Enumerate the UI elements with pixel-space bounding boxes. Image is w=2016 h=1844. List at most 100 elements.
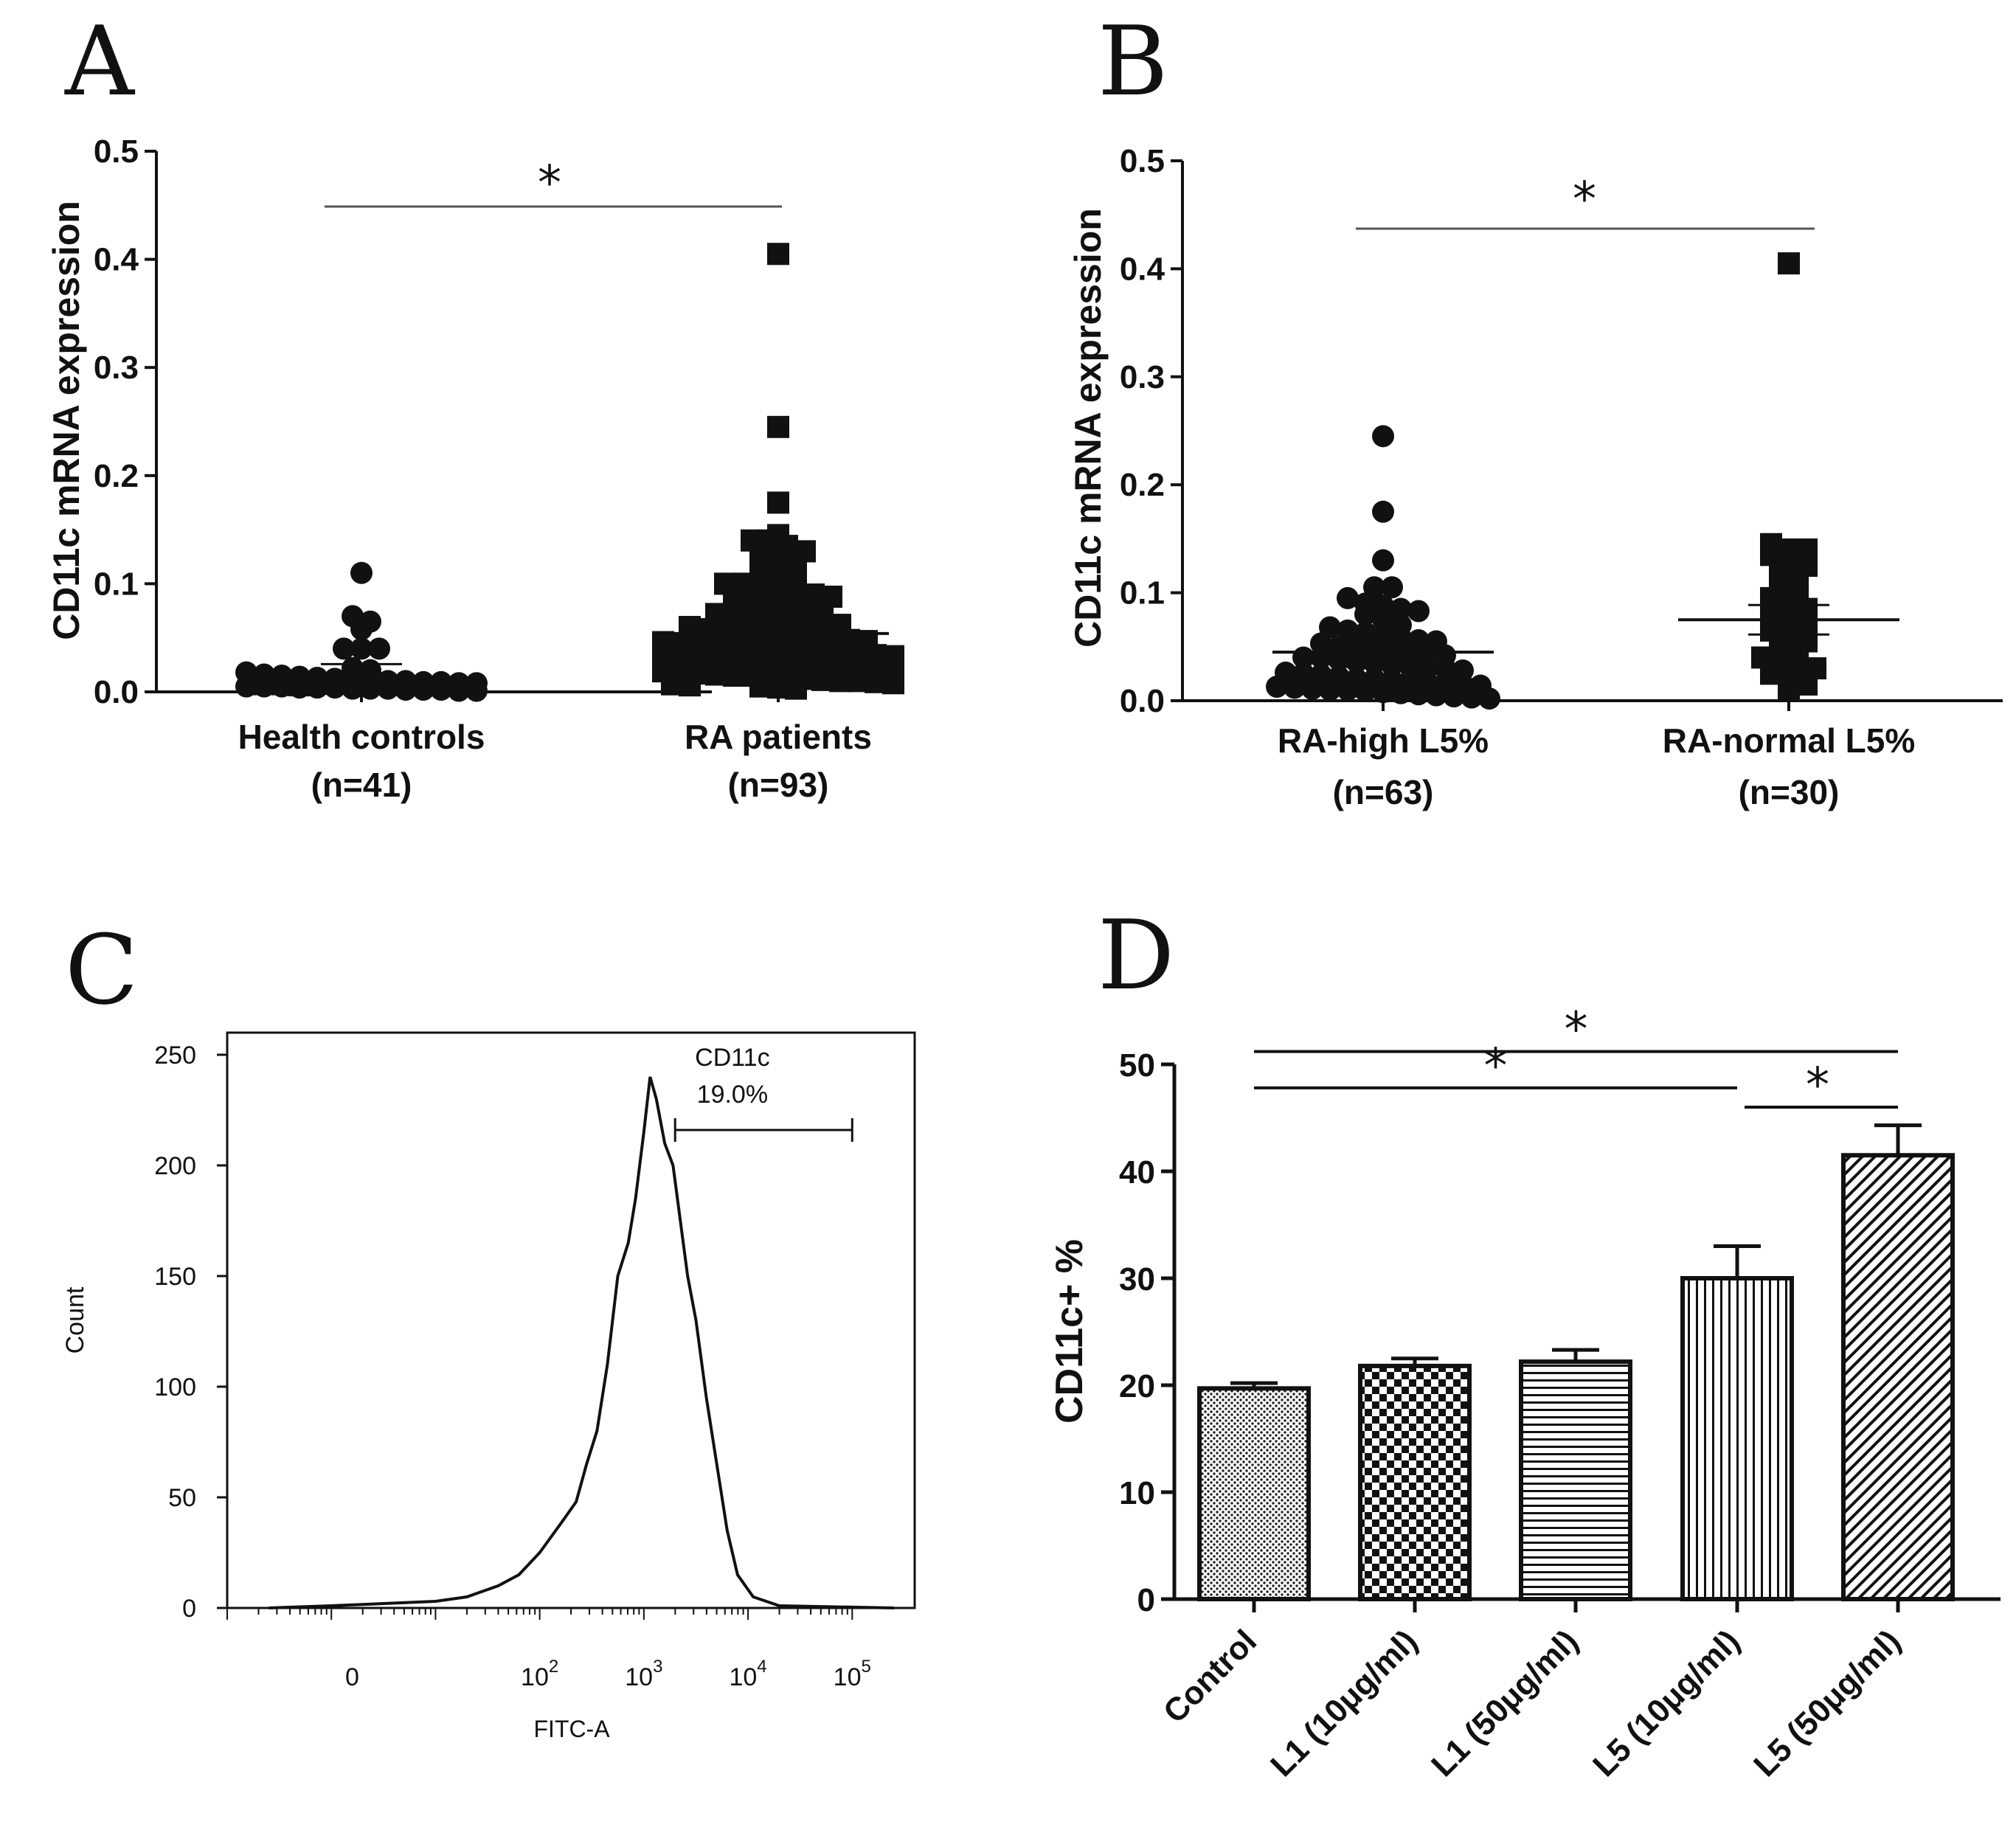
data-point [395,679,417,701]
data-point [1372,500,1394,523]
data-point [253,675,275,698]
data-point [1372,609,1394,631]
y-tick-label: 0 [182,1595,196,1623]
data-point [350,637,373,660]
data-point [1354,603,1376,625]
data-point [1363,576,1385,599]
data-point [1354,679,1376,702]
x-tick-base: 0 [345,1663,359,1691]
data-point [1337,679,1359,701]
category-label: Control [1157,1623,1264,1730]
data-point [271,675,293,698]
data-point [350,617,373,640]
plot-frame [226,1031,916,1609]
bar [1197,1386,1311,1601]
category-n: (n=93) [728,766,829,804]
data-point [767,243,789,266]
y-tick-label: 0.2 [94,458,139,494]
panel-b: B 0.0 0.1 0.2 0.3 0.4 0.5 CD11c mRNA expression… [1067,5,2003,811]
y-tick-label: 0 [1137,1582,1155,1618]
data-point [1328,648,1350,671]
data-point [448,679,470,702]
y-tick-label: 0.3 [1120,359,1165,395]
data-point [1461,686,1483,709]
category-label: RA-high L5% [1278,721,1489,760]
significance-star: * [1484,1039,1508,1094]
data-point [465,679,488,702]
data-point [235,675,257,698]
data-point [1372,425,1394,448]
data-point [412,679,434,701]
y-tick-label: 50 [168,1484,196,1512]
data-point [350,561,373,584]
data-point [1407,600,1430,623]
y-tick-label: 0.1 [1120,575,1165,611]
y-tick-label: 200 [154,1152,196,1180]
y-tick-label: 0.2 [1120,467,1165,503]
significance-star: * [538,156,561,211]
x-tick-label: 105 [834,1657,871,1691]
y-tick-label: 0.0 [1120,683,1165,719]
x-tick-base: 10 [729,1663,757,1691]
category-label: RA-normal L5% [1663,721,1915,760]
data-point [1266,675,1288,698]
x-tick-base: 10 [625,1663,653,1691]
category-label: L1 (50μg/ml) [1424,1623,1585,1784]
data-point [1434,657,1456,680]
data-point [430,679,452,701]
y-axis-label: CD11c+ % [1048,1239,1091,1424]
data-point [1319,679,1341,701]
x-tick-label: 104 [729,1657,766,1691]
data-point [1301,677,1323,700]
category-n: (n=30) [1739,773,1840,811]
gate-label: CD11c [695,1044,769,1072]
data-point [679,674,701,697]
data-point [368,637,390,660]
data-point [1319,616,1341,639]
data-point [288,676,311,699]
y-tick-label: 0.0 [94,674,139,710]
x-tick-exp: 2 [549,1657,558,1677]
significance-star: * [1806,1058,1829,1113]
category-label: L1 (10μg/ml) [1264,1623,1424,1784]
data-point [1425,684,1447,707]
data-point [1443,685,1465,708]
y-tick-label: 0.5 [94,134,139,170]
x-tick-label: 0 [345,1663,359,1691]
x-tick-exp: 3 [653,1657,662,1677]
significance-star: * [1573,173,1596,227]
bar [1519,1359,1632,1601]
x-axis-label: FITC-A [533,1716,610,1742]
y-tick-label: 20 [1119,1368,1155,1404]
category-n: (n=41) [311,766,412,804]
gate-value: 19.0% [697,1081,768,1109]
y-tick-label: 100 [154,1373,196,1401]
category-label: L5 (50μg/ml) [1747,1623,1908,1784]
data-point [767,415,789,438]
y-tick-label: 0.4 [1120,251,1165,287]
x-tick-label: 102 [521,1657,558,1691]
y-tick-label: 50 [1119,1047,1155,1084]
data-point [1284,676,1306,699]
histogram-line [269,1076,894,1609]
x-tick-label: 103 [625,1657,662,1691]
y-tick-label: 30 [1119,1261,1155,1297]
y-tick-label: 0.5 [1120,143,1165,179]
bar [1358,1363,1472,1602]
y-tick-label: 0.4 [94,242,139,278]
category-label: Health controls [238,718,485,756]
data-point [785,677,807,700]
y-tick-label: 10 [1119,1475,1155,1511]
y-tick-label: 250 [154,1041,196,1070]
data-point [1337,619,1359,642]
data-point [767,491,789,514]
bar [1680,1276,1794,1601]
data-point [1778,679,1800,701]
panel-letter: D [1098,899,1174,1011]
data-point [1478,687,1500,710]
data-point [1372,549,1394,572]
x-tick-exp: 5 [862,1657,871,1677]
